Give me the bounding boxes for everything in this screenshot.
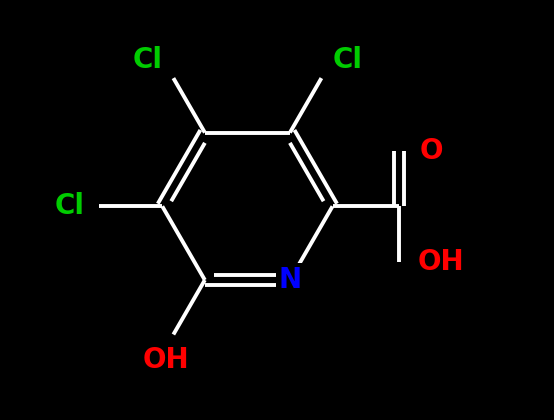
- Text: O: O: [420, 137, 443, 165]
- Text: OH: OH: [143, 346, 189, 373]
- Text: OH: OH: [418, 248, 464, 276]
- Text: Cl: Cl: [132, 47, 162, 74]
- Text: N: N: [279, 266, 301, 294]
- Text: Cl: Cl: [55, 192, 85, 220]
- Text: Cl: Cl: [332, 47, 362, 74]
